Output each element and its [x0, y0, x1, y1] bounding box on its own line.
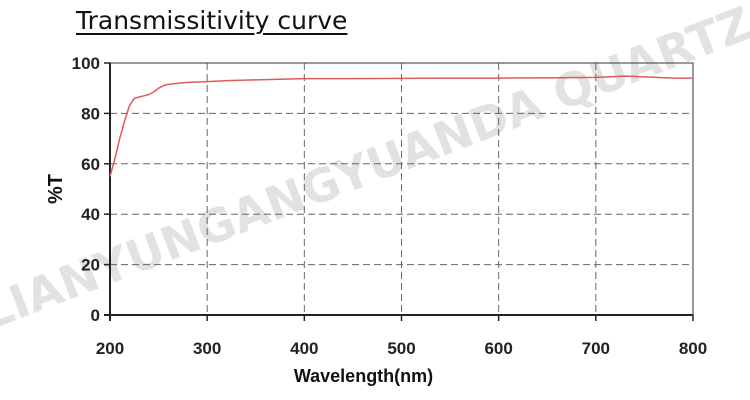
chart-title: Transmissitivity curve: [76, 6, 348, 35]
y-tick-label: 60: [81, 155, 100, 174]
y-tick-label: 0: [91, 306, 100, 325]
y-tick-label: 80: [81, 104, 100, 123]
series-line: [109, 75, 693, 177]
x-tick-label: 400: [290, 339, 318, 358]
x-axis-label: Wavelength(nm): [294, 366, 433, 386]
x-tick-label: 200: [96, 339, 124, 358]
y-tick-label: 40: [81, 205, 100, 224]
x-tick-label: 700: [582, 339, 610, 358]
x-tick-label: 600: [484, 339, 512, 358]
y-tick-label: 100: [72, 54, 100, 73]
x-tick-label: 800: [679, 339, 707, 358]
x-tick-label: 500: [387, 339, 415, 358]
y-axis-label: %T: [45, 174, 67, 204]
x-tick-label: 300: [193, 339, 221, 358]
y-tick-label: 20: [81, 256, 100, 275]
